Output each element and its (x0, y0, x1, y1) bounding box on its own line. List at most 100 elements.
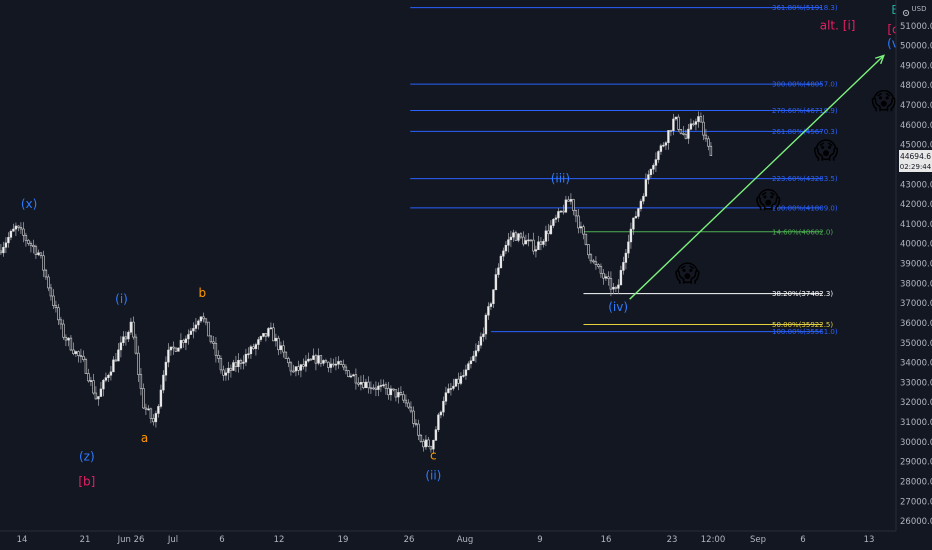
candle-body (644, 179, 648, 197)
candle-body (14, 225, 18, 230)
wave-label[interactable]: B (891, 3, 899, 17)
candle-body (64, 336, 68, 341)
candle-body (362, 382, 365, 389)
candle-body (169, 346, 173, 351)
candle-body (654, 159, 658, 166)
candle-body (59, 319, 63, 325)
candle-body (42, 255, 45, 271)
candle-body (409, 406, 413, 412)
candle-body (114, 359, 118, 362)
candle-body (232, 362, 235, 371)
scream-emoji-icon[interactable]: 😱 (814, 137, 839, 165)
candle-body (269, 327, 273, 330)
candle-body (322, 360, 325, 364)
candle-body (279, 345, 283, 351)
wave-label[interactable]: c (430, 449, 437, 463)
candle-body (89, 380, 93, 382)
candle-body (239, 359, 243, 364)
candle-body (659, 145, 663, 152)
candle-body (7, 237, 10, 244)
candle-body (217, 354, 220, 359)
wave-label[interactable]: b (199, 286, 207, 300)
candle-body (424, 439, 428, 448)
candle-body (117, 349, 120, 362)
candle-body (227, 367, 230, 374)
time-tick-label: Aug (457, 535, 474, 545)
candle-body (102, 379, 105, 390)
wave-label[interactable]: [b] (78, 474, 95, 488)
candle-body (592, 260, 595, 263)
candle-body (579, 226, 583, 229)
candle-body (582, 226, 585, 235)
candle-body (399, 392, 403, 395)
candle-body (299, 364, 303, 371)
candle-body (392, 388, 395, 391)
candle-body (704, 134, 708, 140)
plot-area[interactable]: 361.80%(51918.3) 300.00%(48057.0) 278.60%(… (0, 3, 904, 489)
wave-label[interactable]: (z) (79, 450, 95, 464)
wave-label[interactable]: (ii) (425, 468, 441, 482)
candle-body (262, 333, 265, 337)
time-scale[interactable]: 14 21 Jun 26 Jul 6 12 19 26 Aug 9 16 23 12:00 Sep 6 13 (17, 535, 875, 545)
candle-body (657, 151, 660, 160)
candle-body (234, 362, 238, 368)
candle-body (482, 333, 485, 338)
candle-body (407, 402, 410, 408)
candle-body (457, 378, 460, 384)
candle-body (517, 233, 520, 241)
candle-body (652, 165, 655, 170)
candle-body (194, 324, 198, 329)
candle-body (207, 321, 210, 337)
wave-label[interactable]: a (141, 431, 148, 445)
candle-body (667, 130, 670, 143)
scream-emoji-icon[interactable]: 😱 (756, 186, 781, 214)
candle-body (267, 328, 270, 337)
candle-body (82, 355, 85, 360)
candle-body (429, 445, 433, 450)
scream-emoji-icon[interactable]: 😱 (675, 259, 700, 287)
candle-body (632, 217, 635, 230)
projection-arrow-line[interactable] (629, 54, 885, 300)
candle-body (142, 388, 145, 409)
candle-body (519, 233, 523, 238)
candle-body (367, 381, 370, 389)
candle-body (27, 239, 30, 244)
candle-body (479, 336, 483, 346)
price-tick-label: 26000.0 (900, 517, 932, 527)
wave-label[interactable]: (iii) (551, 171, 570, 185)
wave-label[interactable]: alt. [i] (820, 19, 856, 33)
candle-body (602, 272, 605, 279)
candle-body (682, 132, 685, 135)
settings-gear-icon[interactable] (902, 9, 910, 17)
candle-body (444, 392, 448, 402)
last-price-tag: 44694.6 02:29:44 (899, 150, 932, 172)
candle-body (309, 358, 313, 361)
candle-body (192, 328, 195, 332)
candle-body (224, 372, 228, 376)
candle-body (467, 363, 470, 371)
candle-body (297, 366, 300, 371)
candle-body (312, 355, 315, 360)
wave-label[interactable]: (x) (21, 197, 37, 211)
candle-body (547, 230, 550, 235)
candle-body (514, 232, 518, 241)
candle-body (177, 347, 180, 352)
scream-emoji-icon[interactable]: 😱 (871, 87, 896, 115)
wave-label[interactable]: (i) (115, 292, 128, 306)
candle-body (144, 407, 148, 410)
candle-body (57, 307, 60, 321)
candle-body (609, 278, 613, 290)
candle-body (0, 250, 3, 254)
candle-body (357, 382, 360, 385)
candle-body (289, 362, 293, 372)
price-tick-label: 45000.0 (900, 141, 932, 151)
candle-body (344, 366, 348, 371)
candle-body (202, 316, 205, 320)
candle-body (374, 387, 378, 390)
candle-body (587, 244, 590, 256)
price-tick-label: 27000.0 (900, 497, 932, 507)
candle-body (92, 380, 95, 394)
wave-label[interactable]: (iv) (608, 300, 628, 314)
candle-body (512, 232, 515, 238)
